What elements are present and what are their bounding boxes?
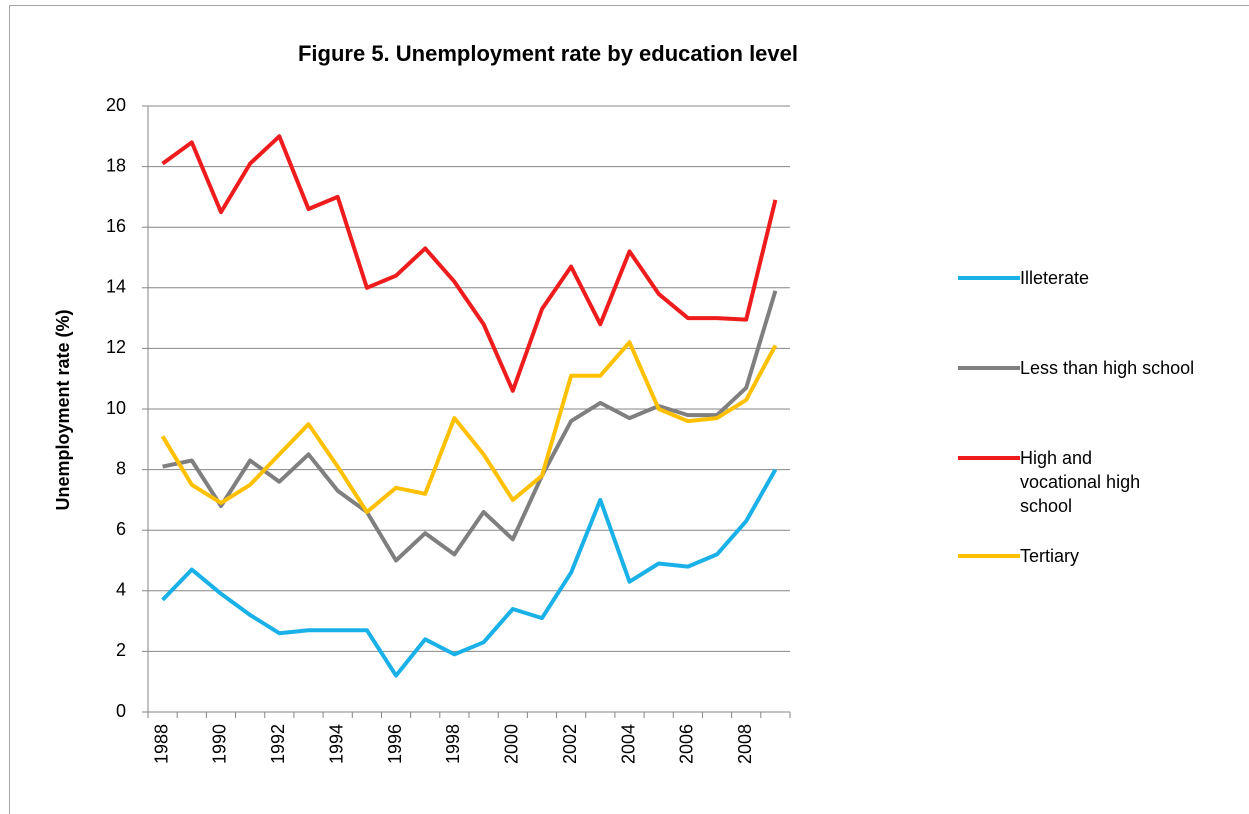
y-tick-label: 4: [116, 580, 126, 600]
y-tick-label: 20: [106, 95, 126, 115]
legend-item: Illeterate: [958, 266, 1248, 290]
series-line: [161, 468, 778, 678]
x-tick-label: 1990: [210, 724, 230, 764]
legend-swatch: [958, 276, 1020, 280]
y-axis-label: Unemployment rate (%): [53, 309, 73, 510]
y-tick-label: 12: [106, 337, 126, 357]
y-tick-label: 8: [116, 458, 126, 478]
x-tick-label: 2000: [502, 724, 522, 764]
x-tick-label: 2006: [677, 724, 697, 764]
legend-label: Illeterate: [1020, 268, 1090, 288]
series-line: [161, 134, 778, 393]
y-tick-label: 2: [116, 640, 126, 660]
x-tick-label: 2008: [735, 724, 755, 764]
chart-title: Figure 5. Unemployment rate by education…: [298, 41, 798, 66]
y-tick-label: 14: [106, 277, 126, 297]
legend-swatch: [958, 456, 1020, 460]
chart-border: [9, 5, 1249, 814]
legend-swatch: [958, 554, 1020, 558]
legend-item: High and vocational high school: [958, 446, 1248, 518]
legend-item: Tertiary: [958, 544, 1248, 568]
legend-label: Tertiary: [1020, 546, 1080, 566]
series-line: [160, 340, 778, 514]
legend-swatch: [958, 366, 1020, 370]
x-tick-label: 1998: [443, 724, 463, 764]
y-tick-label: 10: [106, 398, 126, 418]
x-tick-label: 1988: [151, 724, 171, 764]
y-tick-label: 16: [106, 216, 126, 236]
y-tick-label: 18: [106, 155, 126, 175]
x-tick-label: 1994: [326, 724, 346, 764]
x-tick-label: 1996: [385, 724, 405, 764]
x-tick-label: 2004: [618, 724, 638, 764]
x-tick-label: 1992: [268, 724, 288, 764]
y-tick-label: 0: [116, 701, 126, 721]
legend-label: Less than high school: [1020, 358, 1195, 378]
series-line: [162, 290, 778, 563]
x-tick-label: 2002: [560, 724, 580, 764]
legend-label: High and vocational high school: [1020, 448, 1141, 516]
legend-item: Less than high school: [958, 356, 1248, 380]
y-tick-label: 6: [116, 519, 126, 539]
